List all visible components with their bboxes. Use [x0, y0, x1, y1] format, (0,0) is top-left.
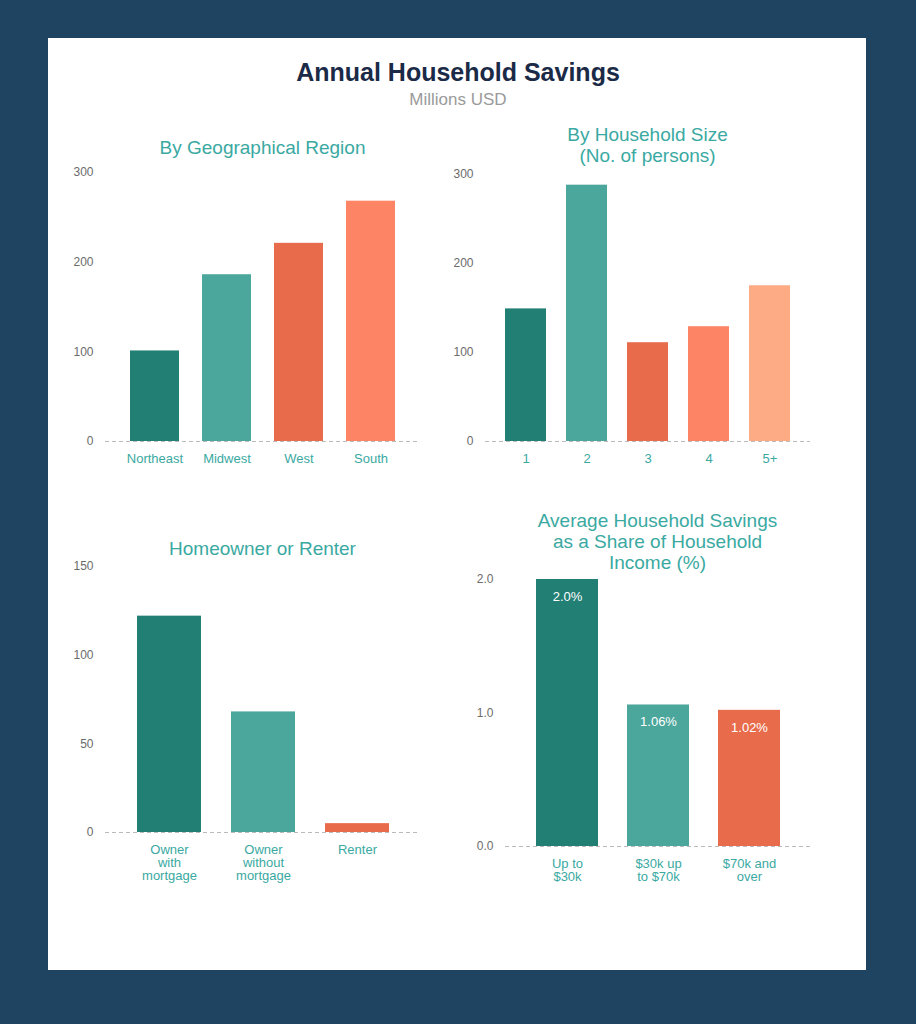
svg-text:300: 300 — [73, 165, 93, 179]
svg-text:Midwest: Midwest — [203, 451, 251, 466]
svg-text:Renter: Renter — [338, 842, 378, 857]
svg-text:5+: 5+ — [763, 451, 778, 466]
svg-text:300: 300 — [453, 167, 473, 181]
svg-text:200: 200 — [453, 256, 473, 270]
html-text:By Geographical Region: By Geographical Region — [159, 137, 366, 158]
svg-text:150: 150 — [73, 559, 93, 573]
svg-text:50: 50 — [80, 737, 94, 751]
html-text:Millions USD: Millions USD — [409, 90, 507, 109]
svg-text:100: 100 — [73, 648, 93, 662]
svg-text:0: 0 — [87, 825, 94, 839]
svg-text:South: South — [354, 451, 388, 466]
svg-text:4: 4 — [705, 451, 712, 466]
svg-text:3: 3 — [644, 451, 651, 466]
svg-text:0: 0 — [467, 434, 474, 448]
svg-text:West: West — [284, 451, 314, 466]
html-text:Homeowner or Renter: Homeowner or Renter — [169, 538, 356, 559]
svg-text:100: 100 — [453, 345, 473, 359]
svg-text:1.0: 1.0 — [477, 706, 494, 720]
html-text:Average Household Savings as a: Average Household Savings as a Share of … — [537, 510, 778, 573]
svg-text:0: 0 — [87, 434, 94, 448]
svg-text:2: 2 — [583, 451, 590, 466]
svg-text:0.0: 0.0 — [477, 839, 494, 853]
svg-text:2.0: 2.0 — [477, 572, 494, 586]
svg-text:Up to$30k: Up to$30k — [552, 856, 583, 884]
svg-text:Ownerwithmortgage: Ownerwithmortgage — [142, 842, 197, 883]
svg-text:Northeast: Northeast — [127, 451, 184, 466]
svg-text:200: 200 — [73, 255, 93, 269]
svg-text:100: 100 — [73, 345, 93, 359]
svg-text:1: 1 — [522, 451, 529, 466]
svg-text:1.06%: 1.06% — [640, 714, 677, 729]
html-text:By Household Size (No. of pers: By Household Size (No. of persons) — [567, 124, 728, 166]
svg-text:1.02%: 1.02% — [731, 719, 768, 734]
html-text:Annual Household Savings: Annual Household Savings — [296, 58, 620, 86]
svg-text:Ownerwithoutmortgage: Ownerwithoutmortgage — [236, 842, 291, 883]
svg-text:2.0%: 2.0% — [553, 589, 583, 604]
svg-text:$30k upto $70k: $30k upto $70k — [635, 856, 681, 884]
svg-text:$70k andover: $70k andover — [723, 856, 777, 884]
